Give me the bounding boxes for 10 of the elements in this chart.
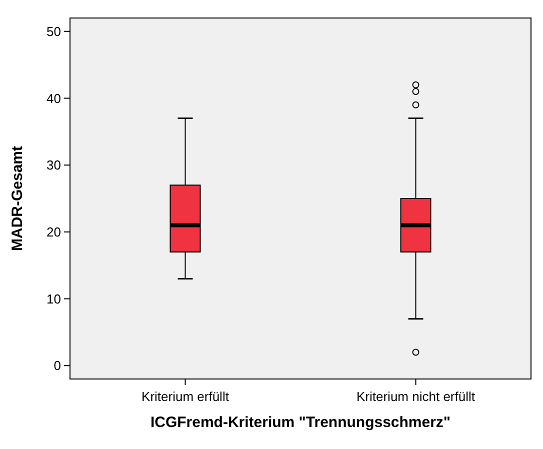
y-tick-label: 20 [46,224,61,240]
y-tick-label: 40 [46,90,61,106]
y-tick-label: 50 [46,24,61,39]
y-tick-label: 10 [46,291,61,306]
x-tick-label: Kriterium nicht erfüllt [356,389,476,404]
x-axis-title: ICGFremd-Kriterium "Trennungsschmerz" [150,414,451,431]
y-axis-title: MADR-Gesamt [9,146,26,252]
y-tick-label: 0 [54,358,61,374]
y-tick-label: 30 [46,158,61,173]
x-tick-label: Kriterium erfüllt [142,389,230,404]
